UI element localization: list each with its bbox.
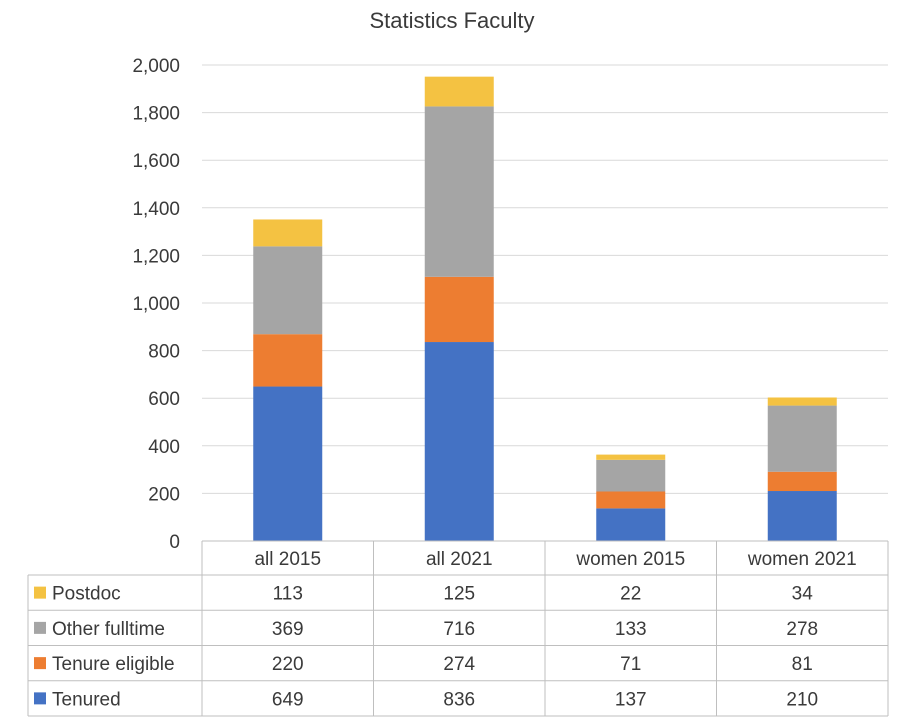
- bar-segment: [253, 386, 323, 541]
- y-tick-label: 800: [148, 342, 180, 363]
- table-value: 836: [443, 689, 475, 710]
- table-value: 81: [792, 654, 813, 675]
- legend-key-swatch: [34, 692, 46, 705]
- table-value: 137: [615, 689, 647, 710]
- y-tick-label: 400: [148, 437, 180, 458]
- bars: [253, 76, 837, 541]
- legend-key-label: Postdoc: [52, 584, 121, 605]
- bar-segment: [767, 471, 837, 492]
- bar-segment: [424, 76, 494, 107]
- bar-segment: [767, 397, 837, 406]
- bar-segment: [596, 491, 666, 509]
- bar-segment: [767, 405, 837, 472]
- table-value: 649: [272, 689, 304, 710]
- table-value: 22: [620, 584, 641, 605]
- category-label: women 2021: [747, 549, 857, 570]
- y-tick-label: 1,200: [132, 246, 180, 267]
- legend-key-swatch: [34, 657, 46, 670]
- table-value: 125: [443, 584, 475, 605]
- legend-key-swatch: [34, 621, 46, 634]
- bar-segment: [596, 454, 666, 460]
- bar-segment: [767, 491, 837, 541]
- y-tick-label: 1,800: [132, 104, 180, 125]
- table-value: 716: [443, 619, 475, 640]
- y-tick-label: 600: [148, 389, 180, 410]
- y-tick-label: 1,000: [132, 294, 180, 315]
- table-value: 274: [443, 654, 475, 675]
- table-value: 278: [786, 619, 818, 640]
- table-value: 34: [792, 584, 814, 605]
- bar-segment: [253, 246, 323, 335]
- bar-segment: [424, 342, 494, 541]
- bar-segment: [424, 106, 494, 277]
- legend-key-label: Other fulltime: [52, 619, 165, 640]
- bar-segment: [424, 276, 494, 343]
- table-value: 369: [272, 619, 304, 640]
- y-tick-label: 200: [148, 484, 180, 505]
- category-label: all 2015: [254, 549, 321, 570]
- bar-segment: [596, 508, 666, 541]
- y-tick-label: 1,600: [132, 151, 180, 172]
- y-tick-label: 1,400: [132, 199, 180, 220]
- category-label: women 2015: [575, 549, 685, 570]
- bar-segment: [596, 459, 666, 492]
- data-table: all 2015 all 2021 women 2015 women 2021 Post…: [27, 540, 889, 717]
- bar-segment: [253, 334, 323, 387]
- chart-title: Statistics Faculty: [369, 8, 534, 33]
- y-axis-ticks: 0 200 400 600 800 1,000 1,200 1,400 1,600 1,800 2,…: [132, 56, 180, 553]
- bar-segment: [253, 219, 323, 247]
- legend-key-label: Tenured: [52, 689, 121, 710]
- table-value: 133: [615, 619, 647, 640]
- legend-key-label: Tenure eligible: [52, 654, 175, 675]
- y-tick-label: 0: [169, 532, 180, 553]
- table-value: 71: [620, 654, 641, 675]
- table-value: 210: [786, 689, 818, 710]
- y-tick-label: 2,000: [132, 56, 180, 77]
- table-value: 113: [273, 584, 303, 605]
- legend-key-swatch: [34, 586, 46, 599]
- table-value: 220: [272, 654, 304, 675]
- category-label: all 2021: [426, 549, 493, 570]
